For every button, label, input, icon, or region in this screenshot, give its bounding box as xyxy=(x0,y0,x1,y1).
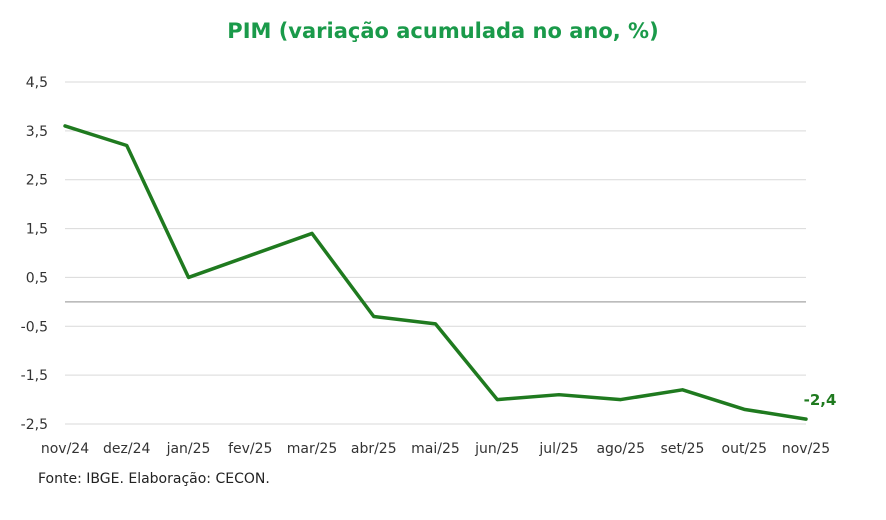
chart-title: PIM (variação acumulada no ano, %) xyxy=(227,19,658,43)
x-tick-label: abr/25 xyxy=(351,441,397,457)
x-axis-ticks: nov/24 dez/24 jan/25 fev/25 mar/25 abr/25 mai/… xyxy=(41,441,830,457)
y-tick-label: 1,5 xyxy=(26,222,48,238)
x-tick-label: mar/25 xyxy=(287,441,338,457)
series-group xyxy=(63,124,808,421)
x-tick-label: jul/25 xyxy=(538,441,578,457)
x-tick-label: jun/25 xyxy=(474,441,519,457)
y-tick-label: 3,5 xyxy=(26,124,48,140)
y-tick-label: -0,5 xyxy=(21,319,48,335)
y-tick-label: -2,5 xyxy=(21,417,48,433)
x-tick-label: nov/25 xyxy=(782,441,830,457)
x-tick-label: ago/25 xyxy=(596,441,645,457)
series-line xyxy=(63,124,808,421)
x-tick-label: mai/25 xyxy=(411,441,460,457)
source-note: Fonte: IBGE. Elaboração: CECON. xyxy=(38,471,270,487)
x-tick-label: fev/25 xyxy=(228,441,272,457)
y-axis-ticks: 4,5 3,5 2,5 1,5 0,5 -0,5 -1,5 -2,5 xyxy=(21,75,48,433)
x-tick-label: dez/24 xyxy=(103,441,150,457)
line-chart: PIM (variação acumulada no ano, %) 4,5 3,… xyxy=(21,19,837,457)
end-data-label: -2,4 xyxy=(804,391,837,409)
y-tick-label: 0,5 xyxy=(26,270,48,286)
x-tick-label: out/25 xyxy=(722,441,767,457)
x-tick-label: nov/24 xyxy=(41,441,89,457)
x-tick-label: set/25 xyxy=(661,441,705,457)
x-tick-label: jan/25 xyxy=(166,441,211,457)
y-tick-label: -1,5 xyxy=(21,368,48,384)
y-tick-label: 4,5 xyxy=(26,75,48,91)
y-tick-label: 2,5 xyxy=(26,173,48,189)
